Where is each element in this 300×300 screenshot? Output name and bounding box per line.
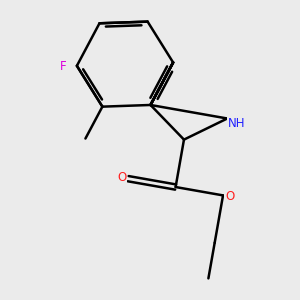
Text: F: F xyxy=(60,60,67,73)
Text: O: O xyxy=(117,171,126,184)
Text: NH: NH xyxy=(228,117,245,130)
Text: O: O xyxy=(225,190,234,203)
